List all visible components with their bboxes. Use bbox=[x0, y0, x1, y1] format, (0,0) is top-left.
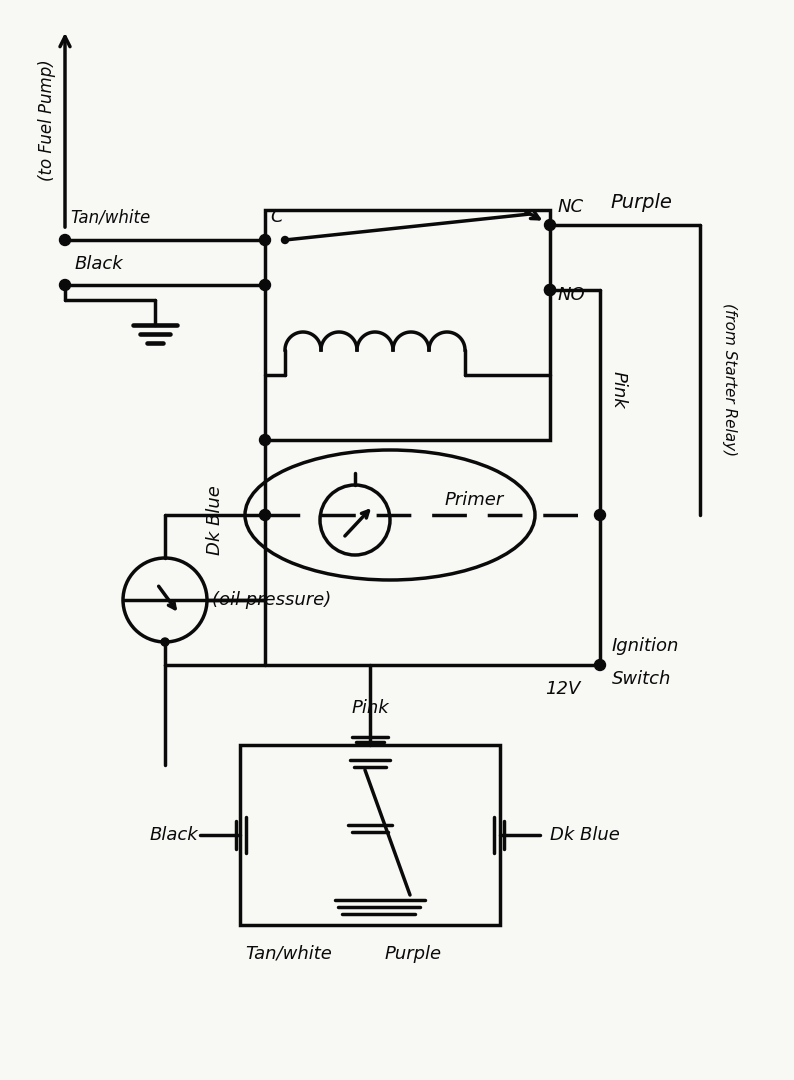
Text: NO: NO bbox=[558, 286, 586, 303]
Bar bbox=[265, 210, 550, 440]
Text: Tan/white: Tan/white bbox=[70, 208, 150, 226]
Text: 12V: 12V bbox=[545, 680, 580, 698]
Bar bbox=[240, 745, 500, 924]
Text: Purple: Purple bbox=[385, 945, 442, 963]
Circle shape bbox=[282, 237, 288, 243]
Text: Purple: Purple bbox=[610, 193, 672, 213]
Text: Dk Blue: Dk Blue bbox=[206, 485, 224, 555]
Circle shape bbox=[161, 638, 169, 646]
Circle shape bbox=[260, 280, 271, 291]
Circle shape bbox=[545, 284, 556, 296]
Circle shape bbox=[595, 660, 606, 671]
Text: Primer: Primer bbox=[445, 491, 504, 509]
Circle shape bbox=[60, 280, 71, 291]
Circle shape bbox=[595, 510, 606, 521]
Text: Black: Black bbox=[150, 826, 198, 843]
Circle shape bbox=[260, 510, 271, 521]
Text: Tan/white: Tan/white bbox=[245, 945, 332, 963]
Text: Black: Black bbox=[75, 255, 124, 273]
Text: Pink: Pink bbox=[610, 372, 628, 409]
Circle shape bbox=[260, 434, 271, 445]
Text: Dk Blue: Dk Blue bbox=[550, 826, 620, 843]
Circle shape bbox=[545, 284, 556, 296]
Text: Switch: Switch bbox=[612, 670, 672, 688]
Text: Pink: Pink bbox=[351, 699, 389, 717]
Text: (to Fuel Pump): (to Fuel Pump) bbox=[38, 59, 56, 180]
Text: (oil pressure): (oil pressure) bbox=[212, 591, 331, 609]
Circle shape bbox=[545, 219, 556, 230]
Circle shape bbox=[60, 234, 71, 245]
Text: NC: NC bbox=[558, 198, 584, 216]
Text: (from Starter Relay): (from Starter Relay) bbox=[723, 303, 738, 457]
Text: C: C bbox=[270, 208, 283, 226]
Text: Ignition: Ignition bbox=[612, 637, 680, 654]
Circle shape bbox=[260, 234, 271, 245]
